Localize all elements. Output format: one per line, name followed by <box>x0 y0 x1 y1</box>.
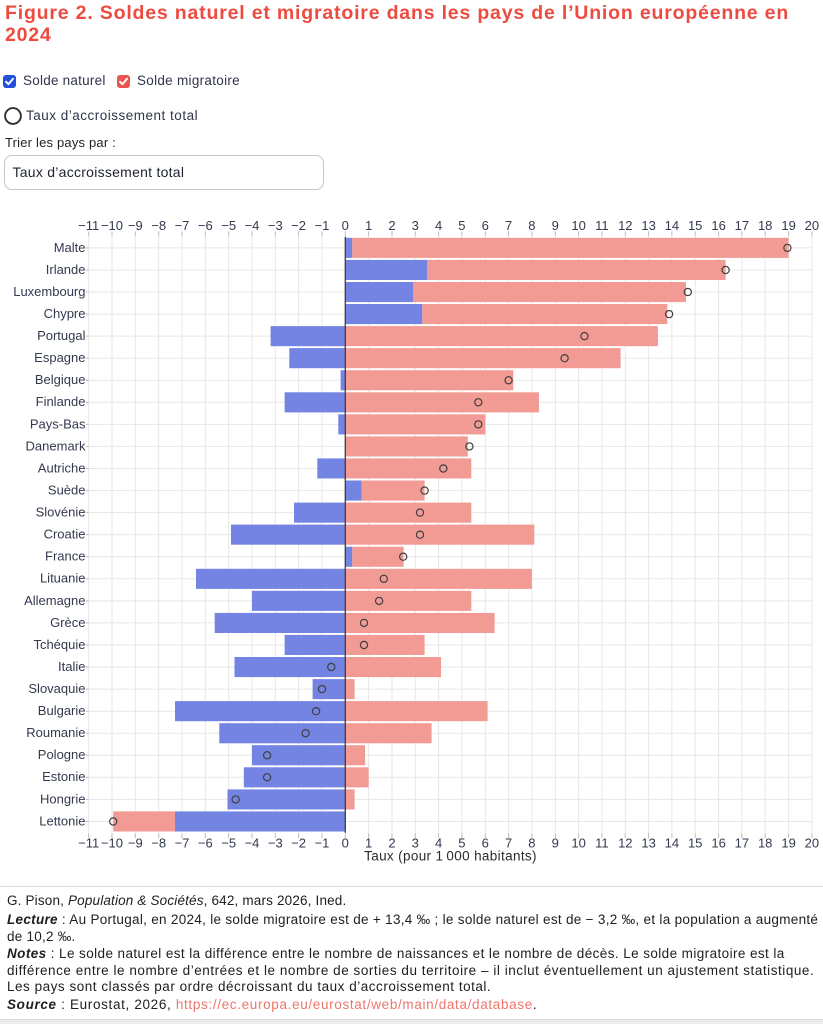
svg-text:Hongrie: Hongrie <box>40 791 86 806</box>
svg-text:−1: −1 <box>315 218 330 233</box>
svg-text:Malte: Malte <box>54 240 86 255</box>
svg-text:2: 2 <box>388 835 395 850</box>
svg-text:1: 1 <box>365 218 372 233</box>
svg-text:Roumanie: Roumanie <box>26 725 85 740</box>
svg-text:10: 10 <box>571 835 585 850</box>
svg-text:16: 16 <box>711 218 725 233</box>
svg-text:−5: −5 <box>221 835 236 850</box>
svg-text:Italie: Italie <box>58 659 85 674</box>
svg-text:Espagne: Espagne <box>34 350 85 365</box>
svg-text:6: 6 <box>482 835 489 850</box>
svg-text:7: 7 <box>505 218 512 233</box>
svg-text:Lituanie: Lituanie <box>40 571 86 586</box>
svg-text:−3: −3 <box>268 218 283 233</box>
svg-text:6: 6 <box>482 218 489 233</box>
svg-text:Autriche: Autriche <box>38 460 86 475</box>
svg-text:−5: −5 <box>221 218 236 233</box>
svg-text:13: 13 <box>641 218 655 233</box>
svg-text:12: 12 <box>618 835 632 850</box>
svg-text:Slovénie: Slovénie <box>36 505 86 520</box>
svg-text:−4: −4 <box>245 835 260 850</box>
svg-text:18: 18 <box>758 218 772 233</box>
svg-text:5: 5 <box>458 218 465 233</box>
svg-text:−2: −2 <box>291 835 306 850</box>
svg-text:−9: −9 <box>128 835 143 850</box>
svg-text:−7: −7 <box>175 218 190 233</box>
svg-text:13: 13 <box>641 835 655 850</box>
svg-text:8: 8 <box>528 218 535 233</box>
svg-text:Bulgarie: Bulgarie <box>38 703 86 718</box>
svg-text:15: 15 <box>688 218 702 233</box>
svg-text:12: 12 <box>618 218 632 233</box>
svg-text:17: 17 <box>735 835 749 850</box>
svg-text:−7: −7 <box>175 835 190 850</box>
svg-text:−11: −11 <box>78 835 99 850</box>
svg-text:Taux (pour 1 000 habitants): Taux (pour 1 000 habitants) <box>364 849 537 864</box>
svg-text:3: 3 <box>412 835 419 850</box>
svg-text:Portugal: Portugal <box>37 328 86 343</box>
svg-text:−6: −6 <box>198 835 213 850</box>
svg-text:Slovaquie: Slovaquie <box>28 681 85 696</box>
svg-text:−8: −8 <box>151 835 166 850</box>
svg-text:Estonie: Estonie <box>42 769 85 784</box>
svg-text:18: 18 <box>758 835 772 850</box>
svg-text:−10: −10 <box>101 835 123 850</box>
svg-text:19: 19 <box>781 835 795 850</box>
svg-text:4: 4 <box>435 218 442 233</box>
svg-text:Finlande: Finlande <box>36 394 86 409</box>
svg-text:Chypre: Chypre <box>44 306 86 321</box>
svg-text:20: 20 <box>805 835 819 850</box>
svg-text:15: 15 <box>688 835 702 850</box>
svg-text:Suède: Suède <box>48 483 86 498</box>
svg-text:Tchéquie: Tchéquie <box>33 637 85 652</box>
svg-text:17: 17 <box>735 218 749 233</box>
svg-text:Irlande: Irlande <box>46 262 86 277</box>
svg-text:−1: −1 <box>315 835 330 850</box>
svg-text:9: 9 <box>552 835 559 850</box>
svg-text:Pays-Bas: Pays-Bas <box>30 416 86 431</box>
svg-text:11: 11 <box>595 218 609 233</box>
svg-text:Danemark: Danemark <box>26 438 86 453</box>
svg-text:−4: −4 <box>245 218 260 233</box>
svg-text:5: 5 <box>458 835 465 850</box>
svg-text:−8: −8 <box>151 218 166 233</box>
svg-text:1: 1 <box>365 835 372 850</box>
svg-text:9: 9 <box>552 218 559 233</box>
svg-text:20: 20 <box>805 218 819 233</box>
svg-text:7: 7 <box>505 835 512 850</box>
svg-text:4: 4 <box>435 835 442 850</box>
svg-text:France: France <box>45 549 85 564</box>
svg-text:Luxembourg: Luxembourg <box>13 284 85 299</box>
svg-text:14: 14 <box>665 218 679 233</box>
svg-text:0: 0 <box>342 835 349 850</box>
svg-text:−2: −2 <box>291 218 306 233</box>
svg-text:16: 16 <box>711 835 725 850</box>
svg-text:0: 0 <box>342 218 349 233</box>
svg-text:Belgique: Belgique <box>35 372 86 387</box>
svg-text:−11: −11 <box>78 218 99 233</box>
svg-text:Lettonie: Lettonie <box>39 813 85 828</box>
svg-text:11: 11 <box>595 835 609 850</box>
svg-text:10: 10 <box>571 218 585 233</box>
svg-text:−9: −9 <box>128 218 143 233</box>
svg-text:Grèce: Grèce <box>50 615 85 630</box>
svg-text:14: 14 <box>665 835 679 850</box>
svg-text:Pologne: Pologne <box>38 747 86 762</box>
svg-text:−10: −10 <box>101 218 123 233</box>
svg-text:−6: −6 <box>198 218 213 233</box>
svg-text:−3: −3 <box>268 835 283 850</box>
svg-text:2: 2 <box>388 218 395 233</box>
svg-text:19: 19 <box>781 218 795 233</box>
svg-text:8: 8 <box>528 835 535 850</box>
svg-text:Croatie: Croatie <box>44 527 86 542</box>
svg-text:3: 3 <box>412 218 419 233</box>
svg-text:Allemagne: Allemagne <box>24 593 85 608</box>
